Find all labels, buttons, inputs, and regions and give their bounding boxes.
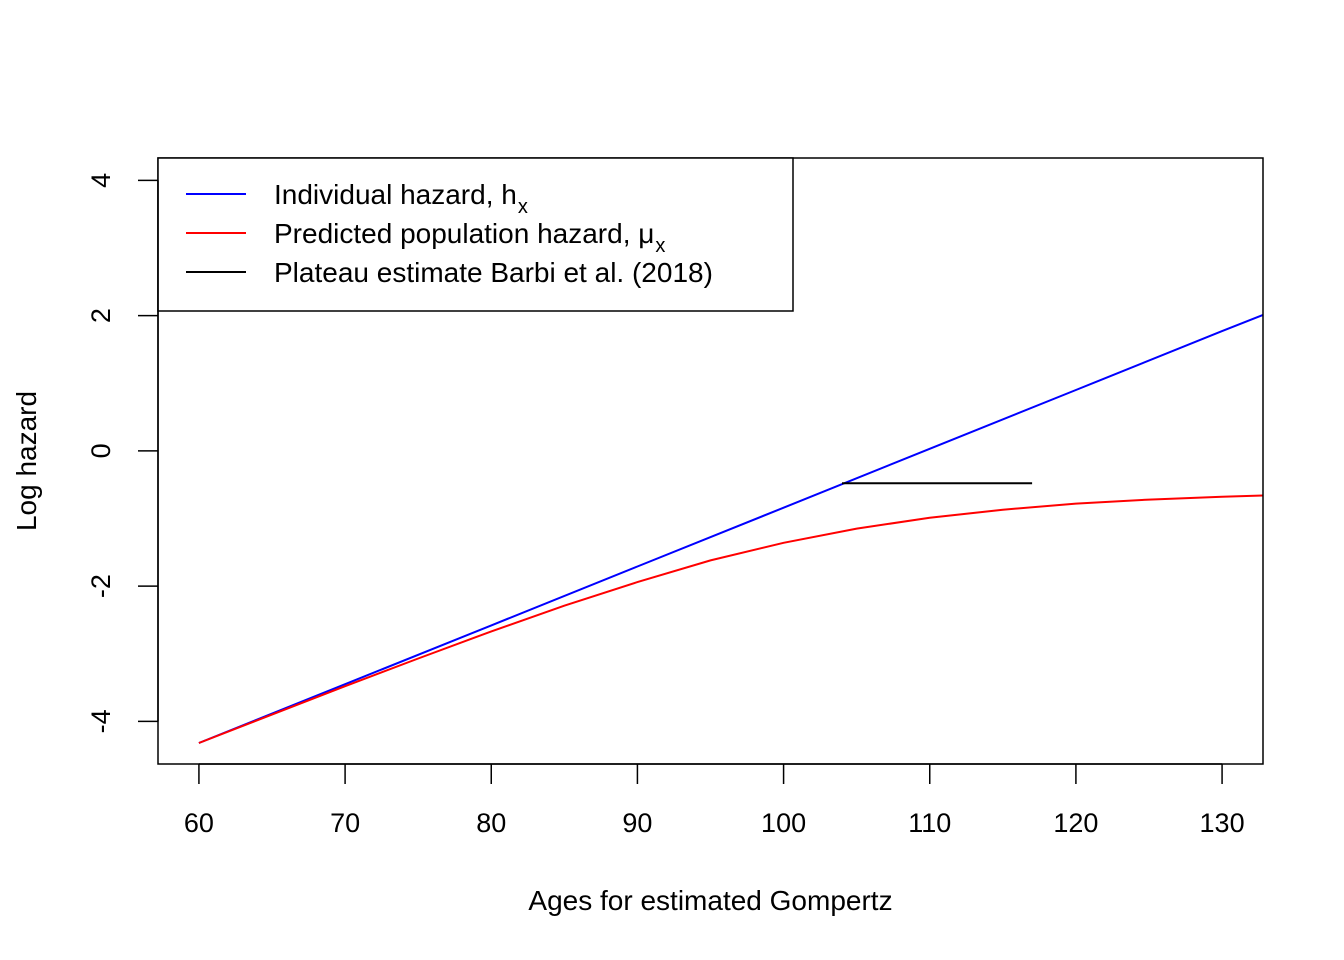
x-tick-label: 120 bbox=[1053, 808, 1098, 838]
y-tick-label: 4 bbox=[86, 173, 116, 188]
x-tick-label: 130 bbox=[1200, 808, 1245, 838]
legend-label: Plateau estimate Barbi et al. (2018) bbox=[274, 257, 713, 288]
series-layer bbox=[198, 313, 1264, 744]
legend-label: Individual hazard, hx bbox=[274, 179, 528, 218]
x-tick-label: 80 bbox=[476, 808, 506, 838]
legend-box bbox=[157, 157, 794, 312]
y-tick-label: 0 bbox=[86, 443, 116, 458]
series-line-1 bbox=[198, 313, 1264, 744]
y-tick-label: -2 bbox=[86, 574, 116, 598]
series-line-2 bbox=[198, 494, 1264, 744]
y-tick-label: 2 bbox=[86, 308, 116, 323]
x-tick-label: 70 bbox=[330, 808, 360, 838]
y-axis-title: Log hazard bbox=[11, 391, 42, 531]
x-tick-label: 100 bbox=[761, 808, 806, 838]
x-tick-label: 90 bbox=[622, 808, 652, 838]
x-tick-label: 60 bbox=[184, 808, 214, 838]
x-axis-title: Ages for estimated Gompertz bbox=[528, 885, 892, 916]
legend-label: Predicted population hazard, μx bbox=[274, 218, 665, 257]
x-tick-label: 110 bbox=[908, 808, 951, 838]
y-tick-label: -4 bbox=[86, 709, 116, 733]
axes: 60 70 80 90 100 110 120 130 -4 -2 0 2 4 bbox=[86, 173, 1245, 838]
